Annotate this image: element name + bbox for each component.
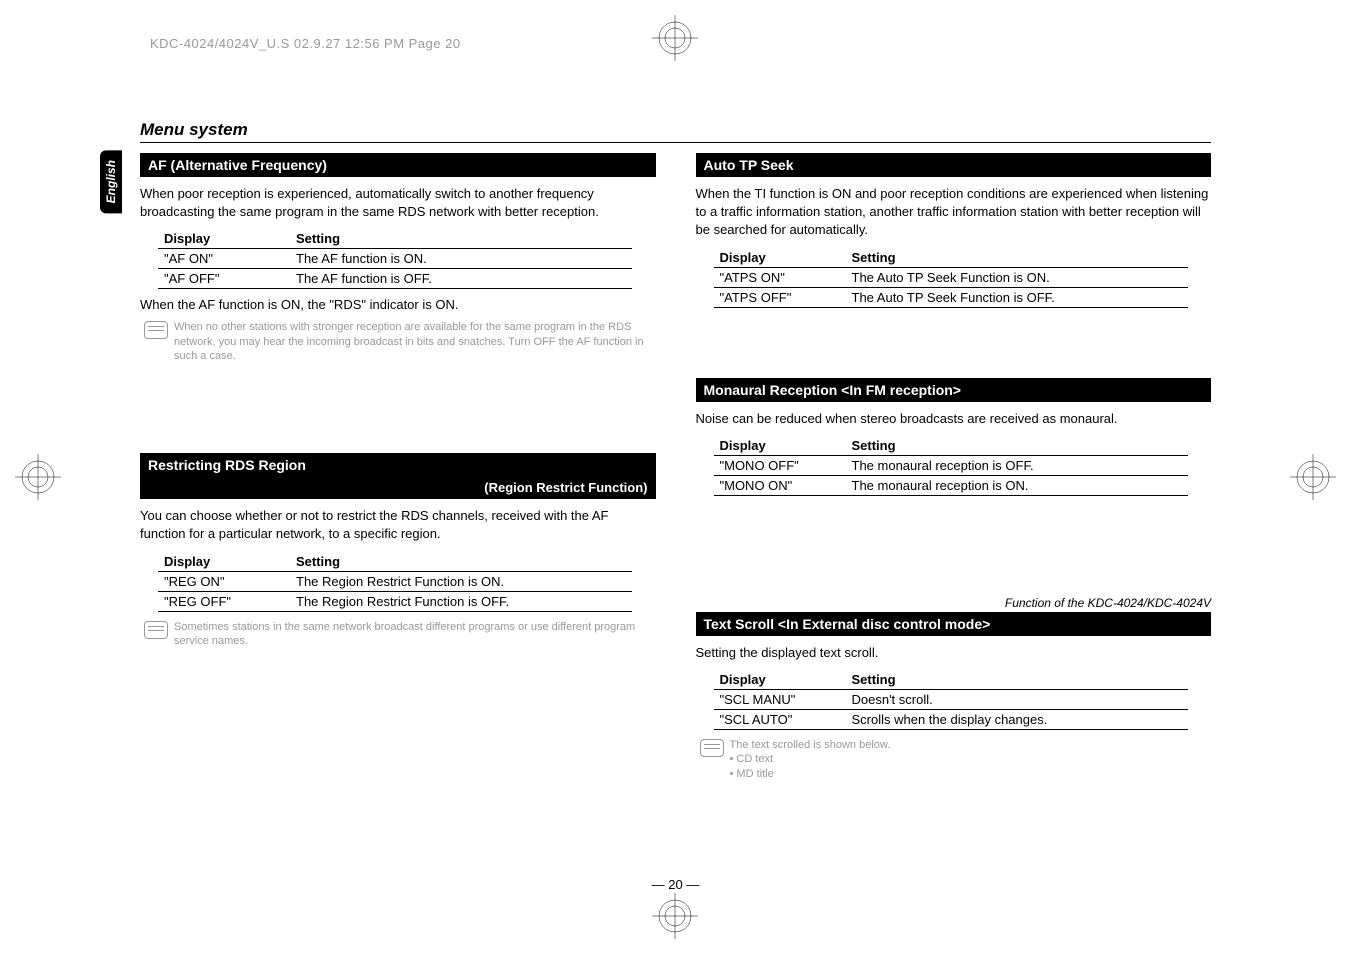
- af-header: AF (Alternative Frequency): [140, 153, 656, 177]
- rds-subheader: (Region Restrict Function): [140, 476, 656, 499]
- cell: "SCL AUTO": [714, 709, 846, 729]
- cell: "SCL MANU": [714, 689, 846, 709]
- tp-desc: When the TI function is ON and poor rece…: [696, 185, 1212, 240]
- th-display: Display: [714, 436, 846, 456]
- registration-mark-left: [15, 454, 61, 500]
- cell: The Auto TP Seek Function is ON.: [846, 267, 1188, 287]
- th-setting: Setting: [290, 229, 632, 249]
- af-note: When no other stations with stronger rec…: [144, 320, 656, 363]
- note-text: The text scrolled is shown below.: [730, 738, 891, 752]
- rds-block: Restricting RDS Region (Region Restrict …: [140, 453, 656, 648]
- tp-block: Auto TP Seek When the TI function is ON …: [696, 153, 1212, 308]
- cell: "REG ON": [158, 571, 290, 591]
- mono-table: DisplaySetting "MONO OFF"The monaural re…: [714, 436, 1188, 496]
- th-setting: Setting: [846, 436, 1188, 456]
- rds-note: Sometimes stations in the same network b…: [144, 620, 656, 649]
- cell: The AF function is OFF.: [290, 269, 632, 289]
- bullet: • MD title: [730, 767, 891, 781]
- af-subnote: When the AF function is ON, the "RDS" in…: [140, 297, 656, 312]
- cell: Scrolls when the display changes.: [846, 709, 1188, 729]
- rds-table: DisplaySetting "REG ON"The Region Restri…: [158, 552, 632, 612]
- page-content: English Menu system AF (Alternative Freq…: [140, 120, 1211, 811]
- cell: The monaural reception is ON.: [846, 475, 1188, 495]
- scroll-note: The text scrolled is shown below. • CD t…: [700, 738, 1212, 781]
- cell: "ATPS OFF": [714, 287, 846, 307]
- cell: The monaural reception is OFF.: [846, 455, 1188, 475]
- page-number: — 20 —: [0, 877, 1351, 892]
- tp-header: Auto TP Seek: [696, 153, 1212, 177]
- scroll-block: Function of the KDC-4024/KDC-4024V Text …: [696, 596, 1212, 781]
- function-of: Function of the KDC-4024/KDC-4024V: [696, 596, 1212, 610]
- note-text: When no other stations with stronger rec…: [174, 320, 656, 363]
- tp-table: DisplaySetting "ATPS ON"The Auto TP Seek…: [714, 248, 1188, 308]
- af-table: DisplaySetting "AF ON"The AF function is…: [158, 229, 632, 289]
- scroll-table: DisplaySetting "SCL MANU"Doesn't scroll.…: [714, 670, 1188, 730]
- cell: Doesn't scroll.: [846, 689, 1188, 709]
- bullet: • CD text: [730, 752, 891, 766]
- section-title: Menu system: [140, 120, 1211, 143]
- af-block: AF (Alternative Frequency) When poor rec…: [140, 153, 656, 363]
- scroll-header: Text Scroll <In External disc control mo…: [696, 612, 1212, 636]
- th-setting: Setting: [290, 552, 632, 572]
- th-setting: Setting: [846, 670, 1188, 690]
- scroll-desc: Setting the displayed text scroll.: [696, 644, 1212, 662]
- th-display: Display: [714, 670, 846, 690]
- print-header: KDC-4024/4024V_U.S 02.9.27 12:56 PM Page…: [150, 36, 461, 51]
- note-text: Sometimes stations in the same network b…: [174, 620, 656, 649]
- note-icon: [144, 321, 168, 339]
- cell: "MONO ON": [714, 475, 846, 495]
- mono-block: Monaural Reception <In FM reception> Noi…: [696, 378, 1212, 496]
- rds-header: Restricting RDS Region: [140, 453, 656, 477]
- right-column: Auto TP Seek When the TI function is ON …: [696, 153, 1212, 811]
- mono-header: Monaural Reception <In FM reception>: [696, 378, 1212, 402]
- cell: "AF ON": [158, 249, 290, 269]
- registration-mark-top: [652, 15, 698, 61]
- th-display: Display: [714, 248, 846, 268]
- cell: "AF OFF": [158, 269, 290, 289]
- cell: The Region Restrict Function is OFF.: [290, 591, 632, 611]
- registration-mark-bottom: [652, 893, 698, 939]
- note-icon: [700, 739, 724, 757]
- note-icon: [144, 621, 168, 639]
- cell: The Auto TP Seek Function is OFF.: [846, 287, 1188, 307]
- rds-desc: You can choose whether or not to restric…: [140, 507, 656, 543]
- cell: The Region Restrict Function is ON.: [290, 571, 632, 591]
- mono-desc: Noise can be reduced when stereo broadca…: [696, 410, 1212, 428]
- th-display: Display: [158, 229, 290, 249]
- language-tab: English: [100, 150, 122, 213]
- left-column: AF (Alternative Frequency) When poor rec…: [140, 153, 656, 811]
- th-display: Display: [158, 552, 290, 572]
- cell: "ATPS ON": [714, 267, 846, 287]
- registration-mark-right: [1290, 454, 1336, 500]
- cell: "MONO OFF": [714, 455, 846, 475]
- cell: "REG OFF": [158, 591, 290, 611]
- af-desc: When poor reception is experienced, auto…: [140, 185, 656, 221]
- cell: The AF function is ON.: [290, 249, 632, 269]
- th-setting: Setting: [846, 248, 1188, 268]
